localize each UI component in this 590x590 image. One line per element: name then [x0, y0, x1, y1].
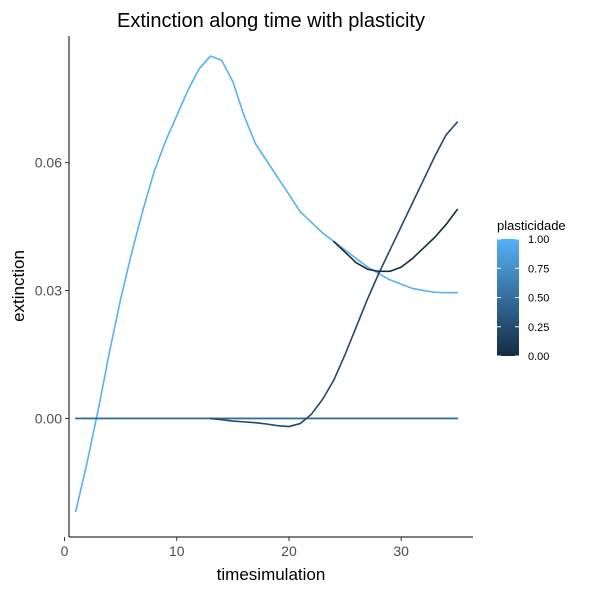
series-line-4 — [333, 208, 459, 273]
x-tick-label: 20 — [281, 543, 297, 559]
legend-title: plasticidade — [497, 218, 566, 233]
plot-series-group — [74, 55, 459, 513]
y-axis-ticks: 0.00 0.03 0.06 — [35, 155, 69, 426]
x-axis-title: timesimulation — [217, 565, 326, 584]
legend-label: 0.25 — [528, 322, 549, 334]
legend-label: 0.50 — [528, 293, 549, 305]
y-tick-label: 0.03 — [35, 283, 62, 299]
series-line-0 — [74, 55, 459, 513]
x-tick-label: 10 — [169, 543, 185, 559]
y-tick-label: 0.06 — [35, 155, 62, 171]
legend-label: 0.75 — [528, 263, 549, 275]
y-axis-title: extinction — [9, 250, 28, 322]
legend-ticks: 1.00 0.75 0.50 0.25 0.00 — [497, 234, 549, 363]
series-line-3 — [209, 121, 459, 428]
legend-label: 1.00 — [528, 234, 549, 246]
x-tick-label: 0 — [61, 543, 69, 559]
x-tick-label: 30 — [393, 543, 409, 559]
legend-colorbar — [497, 239, 519, 356]
chart-title: Extinction along time with plasticity — [117, 10, 425, 32]
x-axis-ticks: 0 10 20 30 — [61, 537, 409, 559]
legend-label: 0.00 — [528, 351, 549, 363]
legend: plasticidade 1.00 0.75 0.50 0.25 0.00 — [497, 218, 566, 363]
y-tick-label: 0.00 — [35, 410, 62, 426]
